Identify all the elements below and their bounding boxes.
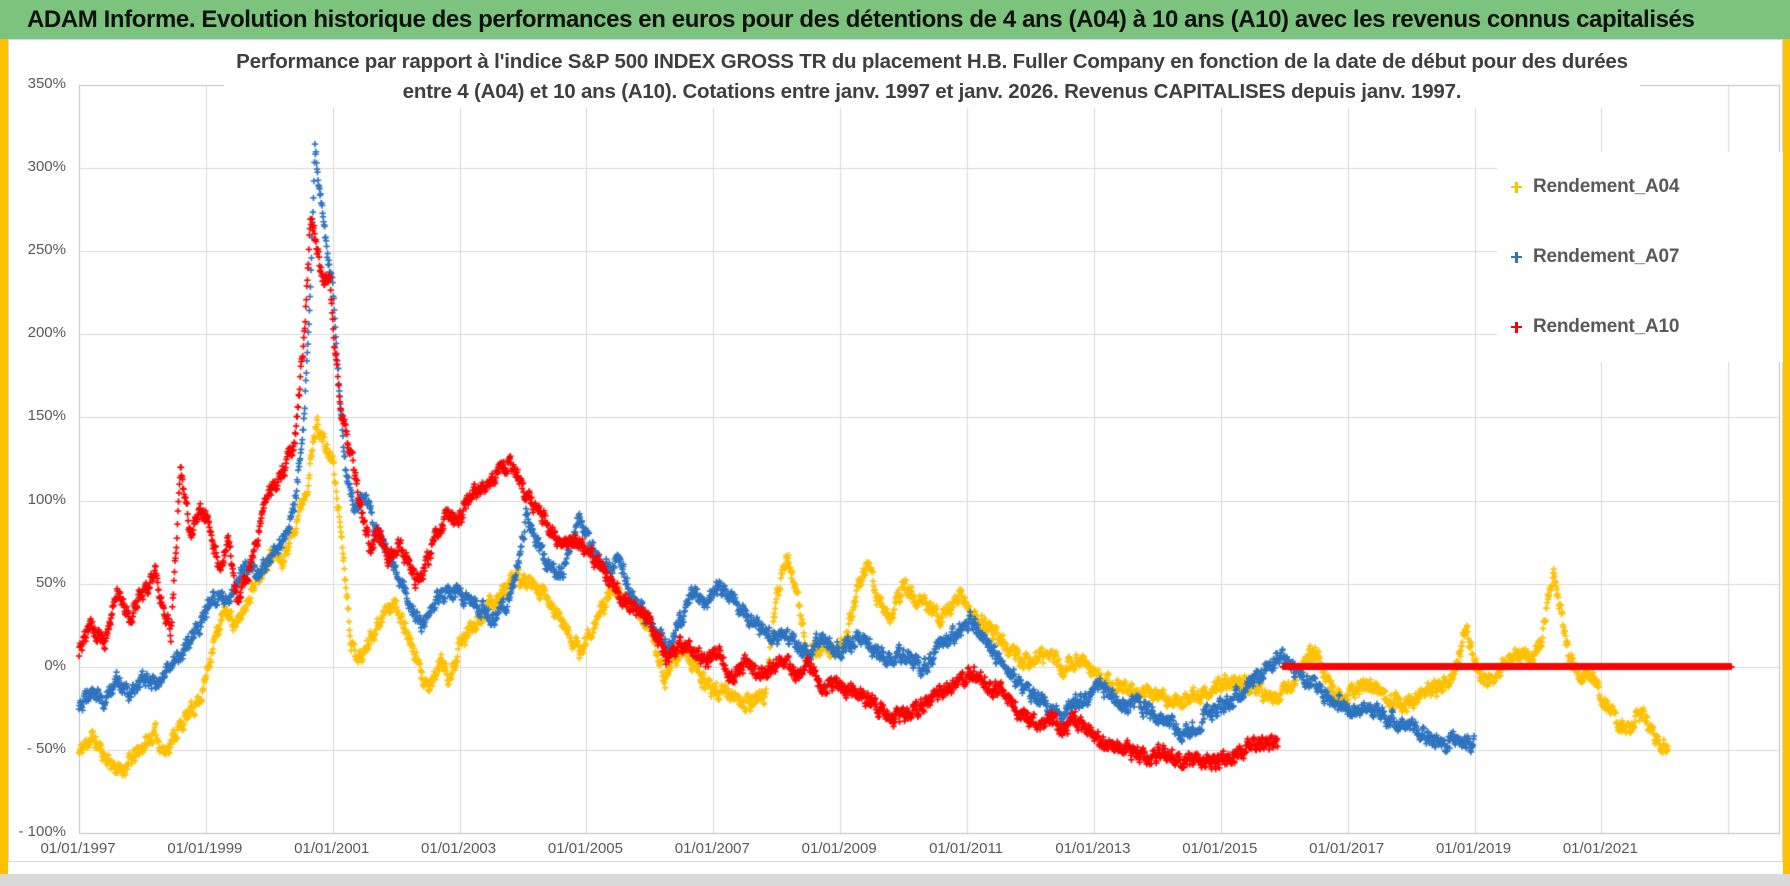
right-accent-strip (1783, 39, 1790, 874)
report-title: ADAM Informe. Evolution historique des p… (27, 5, 1695, 33)
legend-item-rendement-a04: Rendement_A04 (1497, 176, 1783, 198)
x-axis-tick-label: 01/01/2013 (1055, 840, 1131, 857)
x-axis-tick-label: 01/01/2011 (929, 840, 1004, 857)
plus-marker-icon (1511, 321, 1522, 333)
x-axis-tick-label: 01/01/1999 (167, 840, 243, 857)
y-axis-tick-label: 100% (27, 490, 66, 508)
y-axis-tick-label: 250% (27, 241, 66, 259)
x-axis-tick-label: 01/01/2003 (421, 840, 497, 857)
report-header: ADAM Informe. Evolution historique des p… (0, 0, 1790, 39)
x-axis-tick-label: 01/01/2017 (1309, 840, 1385, 857)
chart-container (8, 39, 1783, 862)
legend-item-rendement-a07: Rendement_A07 (1497, 246, 1783, 268)
performance-scatter-chart (9, 40, 1782, 861)
x-axis-tick-label: 01/01/2009 (801, 840, 877, 857)
x-axis-tick-label: 01/01/1997 (40, 840, 116, 857)
left-accent-strip (0, 39, 8, 874)
y-axis-tick-label: 0% (44, 656, 66, 674)
chart-legend: Rendement_A04 Rendement_A07 Rendement_A1… (1497, 152, 1783, 362)
x-axis-tick-label: 01/01/2019 (1435, 840, 1512, 857)
x-axis-tick-label: 01/01/2005 (547, 840, 623, 857)
y-axis-tick-label: 50% (35, 573, 66, 591)
y-axis-tick-label: - 50% (26, 739, 66, 757)
legend-label: Rendement_A04 (1533, 176, 1680, 197)
legend-label: Rendement_A07 (1533, 246, 1680, 267)
legend-label: Rendement_A10 (1533, 316, 1680, 337)
y-axis-tick-label: 300% (27, 158, 66, 176)
y-axis-tick-label: 350% (27, 75, 66, 92)
plus-marker-icon (1511, 181, 1522, 193)
plus-marker-icon (1511, 251, 1522, 263)
x-axis-tick-label: 01/01/2021 (1562, 840, 1638, 857)
bottom-gray-bar (0, 874, 1790, 886)
x-axis-tick-label: 01/01/2007 (674, 840, 750, 857)
legend-item-rendement-a10: Rendement_A10 (1497, 316, 1783, 338)
y-axis-tick-label: - 100% (18, 823, 66, 840)
x-axis-tick-label: 01/01/2015 (1182, 840, 1258, 857)
x-axis-tick-label: 01/01/2001 (294, 840, 370, 857)
y-axis-tick-label: 150% (27, 407, 66, 425)
y-axis-tick-label: 200% (27, 324, 66, 342)
